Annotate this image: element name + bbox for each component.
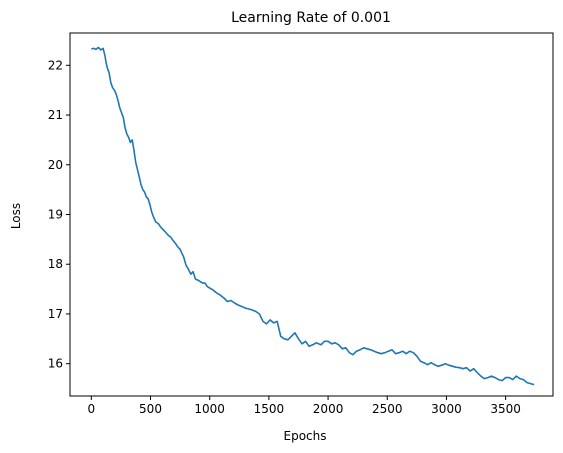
y-tick-label: 22 [48, 58, 63, 72]
x-tick-label: 0 [87, 402, 95, 416]
x-tick-label: 1000 [194, 402, 225, 416]
chart-title: Learning Rate of 0.001 [231, 10, 391, 26]
plot-frame [69, 32, 554, 397]
y-tick-label: 19 [48, 208, 63, 222]
x-tick-label: 500 [139, 402, 162, 416]
x-tick-label: 2000 [313, 402, 344, 416]
series-line-0 [91, 46, 535, 386]
y-tick-label: 18 [48, 257, 63, 271]
y-tick-label: 16 [48, 357, 63, 371]
y-tick-label: 17 [48, 307, 63, 321]
x-tick-label: 3000 [431, 402, 462, 416]
x-tick-label: 3500 [490, 402, 521, 416]
plot-area: 0 500 1000 1500 2000 2500 3000 3500 16 17 18 19 20 21… [48, 32, 554, 416]
x-axis-label: Epochs [284, 429, 327, 443]
x-tick-label: 1500 [254, 402, 285, 416]
x-tick-label: 2500 [372, 402, 403, 416]
y-tick-label: 21 [48, 108, 63, 122]
y-axis-label: Loss [9, 203, 23, 229]
y-tick-label: 20 [48, 158, 63, 172]
